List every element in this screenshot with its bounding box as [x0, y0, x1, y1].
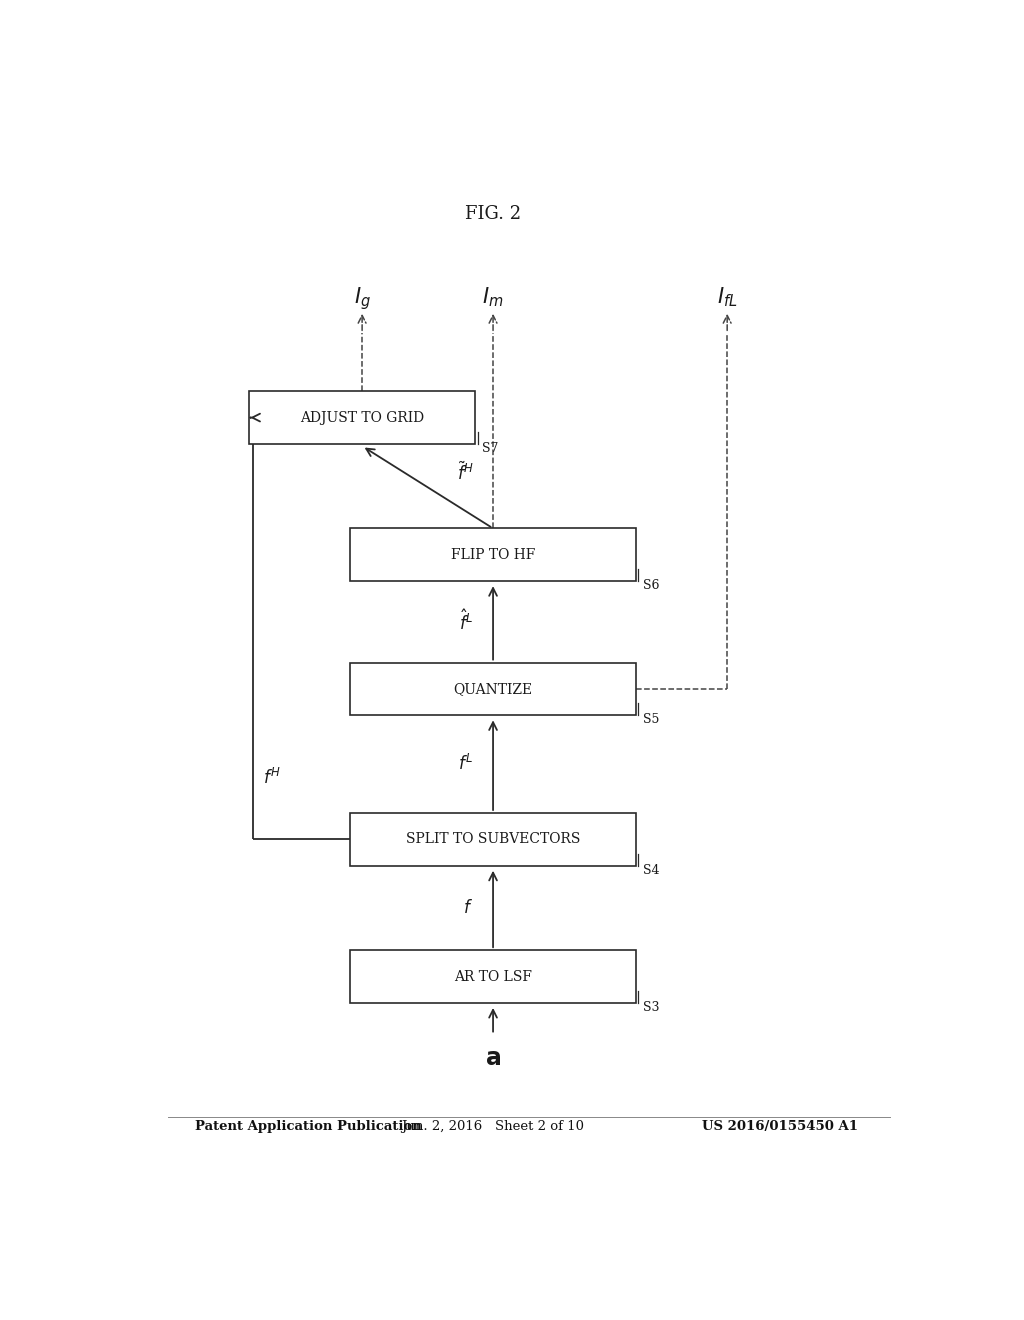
Text: S6: S6	[643, 579, 659, 593]
Text: SPLIT TO SUBVECTORS: SPLIT TO SUBVECTORS	[406, 833, 581, 846]
Text: FLIP TO HF: FLIP TO HF	[451, 548, 536, 562]
Text: $f^L$: $f^L$	[458, 754, 473, 775]
Text: FIG. 2: FIG. 2	[465, 206, 521, 223]
Bar	[350, 813, 636, 866]
Text: $I_{fL}$: $I_{fL}$	[717, 285, 737, 309]
Text: $f^H$: $f^H$	[263, 768, 281, 788]
Bar	[350, 663, 636, 715]
Text: S4: S4	[643, 863, 659, 876]
Text: AR TO LSF: AR TO LSF	[454, 970, 532, 983]
Text: $I_g$: $I_g$	[353, 285, 371, 313]
Text: S3: S3	[643, 1001, 659, 1014]
Bar	[249, 391, 475, 444]
Text: ADJUST TO GRID: ADJUST TO GRID	[300, 411, 424, 425]
Text: S7: S7	[482, 442, 499, 455]
Text: Patent Application Publication: Patent Application Publication	[196, 1119, 422, 1133]
Text: S5: S5	[643, 713, 659, 726]
Text: $\mathbf{a}$: $\mathbf{a}$	[485, 1045, 501, 1071]
Text: QUANTIZE: QUANTIZE	[454, 682, 532, 696]
Bar	[350, 528, 636, 581]
Text: Jun. 2, 2016   Sheet 2 of 10: Jun. 2, 2016 Sheet 2 of 10	[401, 1119, 585, 1133]
Text: $\hat{f}^L$: $\hat{f}^L$	[460, 610, 473, 634]
Text: $\tilde{f}^H$: $\tilde{f}^H$	[457, 462, 473, 484]
Bar	[350, 950, 636, 1003]
Text: US 2016/0155450 A1: US 2016/0155450 A1	[702, 1119, 858, 1133]
Text: $I_m$: $I_m$	[482, 285, 504, 309]
Text: $f$: $f$	[463, 899, 473, 917]
